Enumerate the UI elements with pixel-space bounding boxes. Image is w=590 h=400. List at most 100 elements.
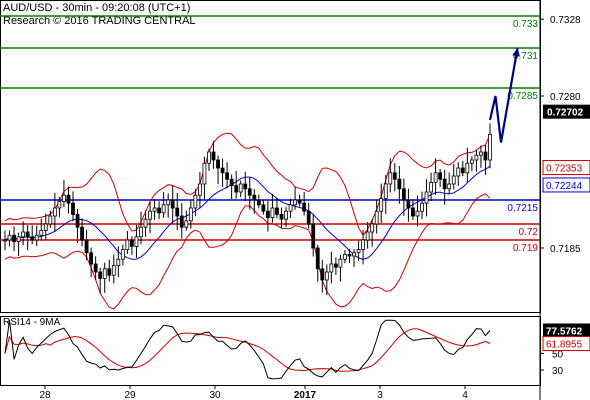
- candle-body: [365, 231, 370, 241]
- rsi-pane-frame: [0, 316, 541, 386]
- time-tick-label: 3: [377, 390, 383, 400]
- time-tick-label: 28: [39, 390, 51, 400]
- candle-body: [202, 162, 207, 185]
- candle-body: [315, 247, 320, 270]
- candle-body: [39, 229, 44, 236]
- level-label: 0.72: [519, 227, 539, 238]
- level-label: 0.733: [513, 19, 538, 30]
- time-tick-label: 29: [124, 390, 136, 400]
- price-tick-label: 0.7185: [550, 244, 581, 255]
- candle-body: [66, 194, 71, 204]
- level-label: 0.7215: [507, 203, 538, 214]
- candle-body: [238, 183, 243, 193]
- price-badge: [542, 177, 590, 193]
- current-price-badge: [543, 104, 590, 119]
- candle-body: [139, 226, 143, 238]
- candle-body: [343, 253, 347, 260]
- candle-body: [34, 234, 39, 241]
- rsi-tick-label: 50: [552, 349, 564, 360]
- candle-body: [188, 207, 193, 222]
- candle-body: [306, 210, 311, 225]
- forecast-path: [488, 47, 519, 143]
- candle-body: [71, 202, 75, 215]
- candle-body: [347, 253, 352, 257]
- candle-body: [442, 178, 447, 190]
- candle-body: [324, 271, 329, 281]
- candle-body: [415, 210, 420, 217]
- candle-body: [243, 183, 248, 190]
- candle-body: [293, 199, 297, 206]
- candle-body: [7, 234, 12, 241]
- candle-body: [16, 236, 21, 243]
- level-label: 0.7285: [507, 91, 538, 102]
- research-copyright: Research © 2016 TRADING CENTRAL: [3, 15, 196, 27]
- candle-body: [411, 207, 415, 217]
- candle-body: [483, 151, 488, 161]
- candle-body: [175, 207, 180, 217]
- candle-body: [12, 234, 16, 242]
- candle-body: [456, 167, 461, 177]
- candle-body: [338, 258, 343, 268]
- candle-body: [152, 207, 157, 212]
- candle-body: [265, 210, 270, 218]
- candle-body: [198, 183, 202, 196]
- candle-body: [48, 215, 53, 225]
- candle-body: [225, 172, 230, 180]
- candle-body: [252, 194, 257, 201]
- candle-body: [179, 215, 184, 228]
- candle-body: [474, 154, 479, 161]
- candle-body: [30, 236, 35, 241]
- candle-body: [43, 223, 48, 231]
- current-price-label: 0.72702: [547, 108, 584, 119]
- candle-body: [361, 239, 365, 250]
- candle-body: [352, 252, 356, 257]
- candle-body: [379, 197, 384, 212]
- candle-body: [143, 218, 148, 228]
- rsi-ma-label: 61.8955: [546, 340, 583, 351]
- candle-body: [120, 249, 125, 260]
- candle-body: [229, 178, 234, 186]
- candle-body: [302, 202, 307, 212]
- candle-body: [329, 263, 334, 273]
- candle-body: [3, 239, 7, 242]
- price-badge: [542, 160, 590, 176]
- forecast-arrowhead: [512, 48, 520, 57]
- candle-body: [488, 133, 492, 161]
- candle-body: [401, 188, 406, 201]
- candle-body: [424, 191, 429, 204]
- candle-body: [134, 236, 139, 247]
- candle-body: [25, 231, 30, 238]
- candle-body: [333, 263, 338, 268]
- candle-body: [388, 172, 393, 185]
- candle-body: [234, 185, 239, 193]
- candle-body: [247, 188, 252, 196]
- candlestick-series: [3, 123, 492, 296]
- candle-body: [170, 199, 175, 209]
- candle-body: [98, 271, 103, 279]
- rsi-tick-label: 30: [552, 366, 564, 377]
- candle-body: [93, 263, 98, 273]
- level-label: 0.719: [513, 243, 538, 254]
- candle-body: [469, 159, 474, 164]
- candle-body: [370, 223, 375, 233]
- candle-body: [84, 239, 89, 254]
- candle-body: [125, 239, 130, 250]
- candle-body: [157, 207, 162, 214]
- candle-body: [275, 207, 279, 215]
- time-tick-label: 4: [462, 390, 468, 400]
- candle-body: [52, 207, 57, 217]
- candle-body: [270, 207, 275, 218]
- candle-body: [130, 239, 134, 247]
- price-badge-label: 0.72244: [546, 181, 583, 192]
- chart-frame: [0, 0, 541, 400]
- candle-body: [447, 183, 452, 190]
- candle-body: [451, 175, 456, 185]
- chart-symbol-title: AUD/USD - 30min - 09:20:08 (UTC+1): [3, 2, 191, 14]
- forecast-arrow: [488, 47, 520, 143]
- candle-body: [374, 210, 379, 225]
- candle-body: [320, 268, 325, 281]
- candle-body: [193, 194, 198, 209]
- rsi-ma-badge: [542, 336, 590, 352]
- candle-body: [211, 151, 216, 161]
